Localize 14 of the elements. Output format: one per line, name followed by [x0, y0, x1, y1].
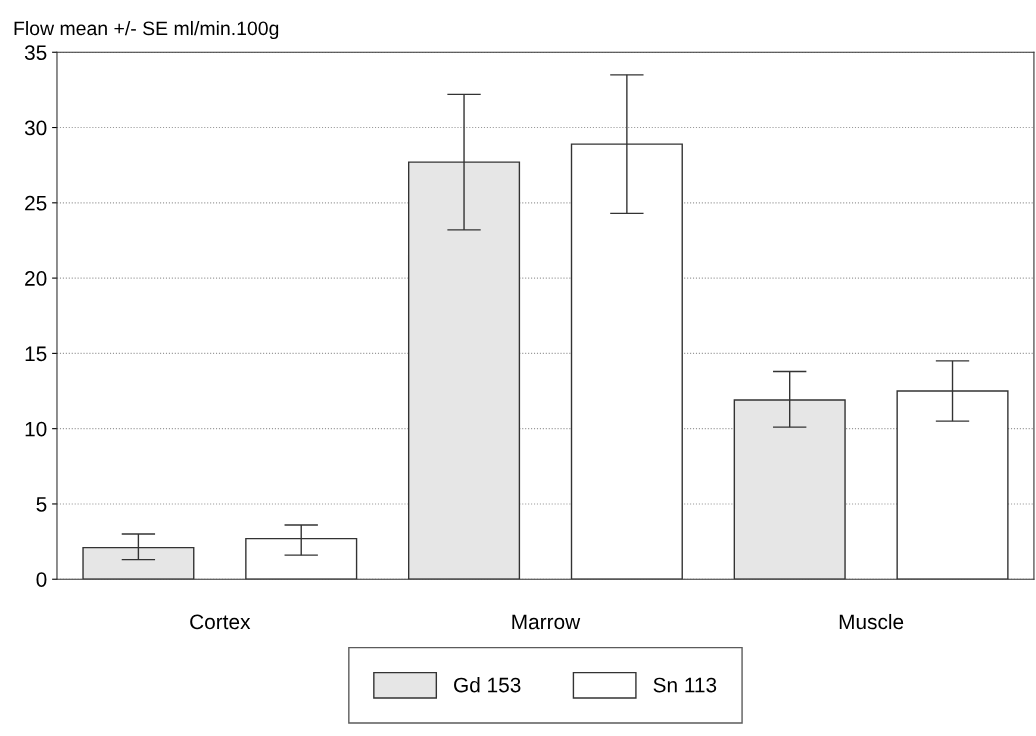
- y-tick-label: 35: [24, 45, 47, 61]
- y-axis-title: Flow mean +/- SE ml/min.100g: [14, 20, 279, 40]
- y-tick-label: 10: [25, 421, 47, 437]
- y-tick-label: 25: [25, 195, 47, 211]
- x-tick-label: Marrow: [512, 614, 581, 630]
- legend-label: Gd 153: [454, 677, 521, 693]
- x-tick-label: Muscle: [839, 613, 904, 630]
- x-tick-label: Cortex: [190, 614, 251, 630]
- y-tick-label: 5: [36, 497, 47, 512]
- y-tick-label: 0: [36, 572, 47, 587]
- legend-label: Sn 113: [653, 677, 717, 693]
- y-tick-label: 30: [24, 120, 47, 136]
- y-tick-label: 15: [25, 346, 47, 362]
- y-tick-label: 20: [25, 271, 47, 286]
